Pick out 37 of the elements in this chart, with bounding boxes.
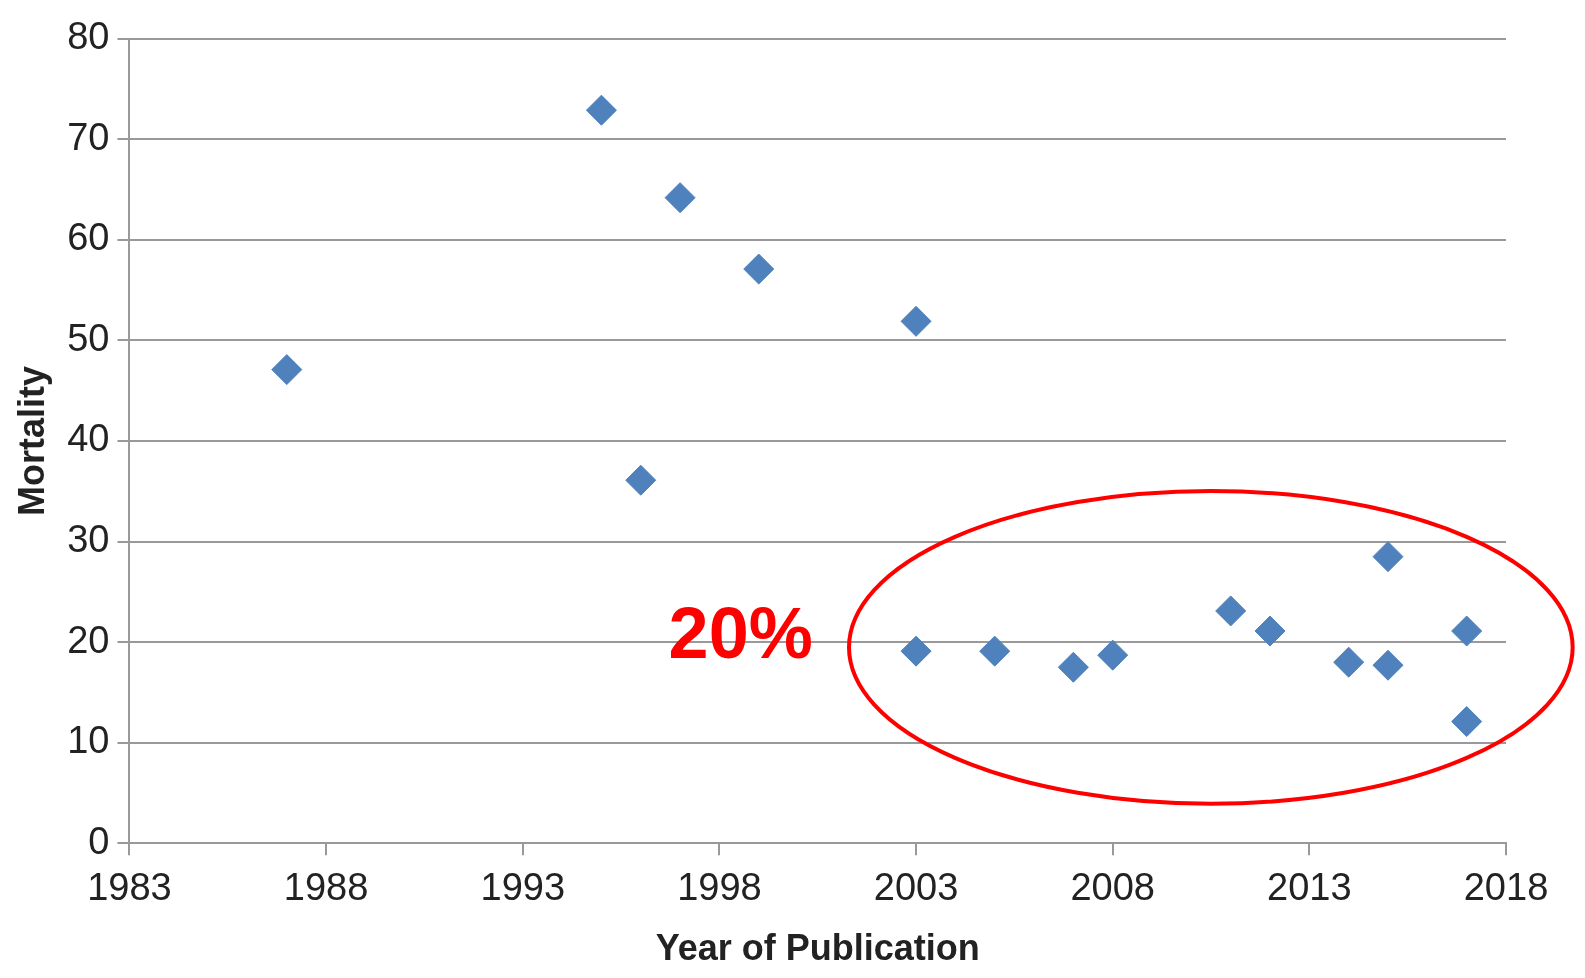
point	[979, 635, 1011, 667]
y-tick-label: 60	[67, 216, 110, 259]
point	[625, 464, 657, 496]
x-tick-label: 1998	[677, 866, 762, 909]
y-tick-label: 50	[67, 316, 110, 359]
x-tick-label: 2018	[1463, 866, 1549, 909]
x-tick-label: 2008	[1070, 866, 1155, 909]
point	[1372, 649, 1404, 681]
point	[1333, 646, 1365, 678]
point	[1215, 595, 1247, 627]
x-tick-label: 2013	[1267, 866, 1352, 909]
y-tick-label: 30	[67, 518, 110, 561]
x-tick-label: 1983	[87, 866, 172, 909]
point	[271, 354, 303, 386]
point	[1451, 706, 1483, 738]
y-tick-label: 40	[67, 417, 110, 460]
y-tick-label: 70	[67, 115, 110, 158]
y-tick-label: 0	[88, 819, 110, 862]
point	[1097, 639, 1129, 671]
y-axis-title: Mortality	[10, 365, 52, 517]
y-tick-label: 80	[67, 15, 110, 58]
x-tick-label: 1993	[480, 866, 566, 909]
x-tick-label: 2003	[873, 866, 959, 909]
point	[1057, 651, 1089, 683]
point	[1372, 541, 1404, 573]
annotation: 20%	[668, 592, 813, 673]
y-tick-label: 10	[67, 719, 110, 762]
point	[900, 635, 932, 667]
point	[900, 305, 932, 337]
point	[1254, 615, 1286, 647]
y-tick-label: 20	[67, 618, 110, 661]
point	[743, 253, 775, 285]
x-tick-label: 1988	[283, 866, 369, 909]
point	[664, 182, 696, 214]
point	[585, 94, 617, 126]
x-axis-title: Year of Publication	[655, 927, 980, 969]
point	[1451, 615, 1483, 647]
